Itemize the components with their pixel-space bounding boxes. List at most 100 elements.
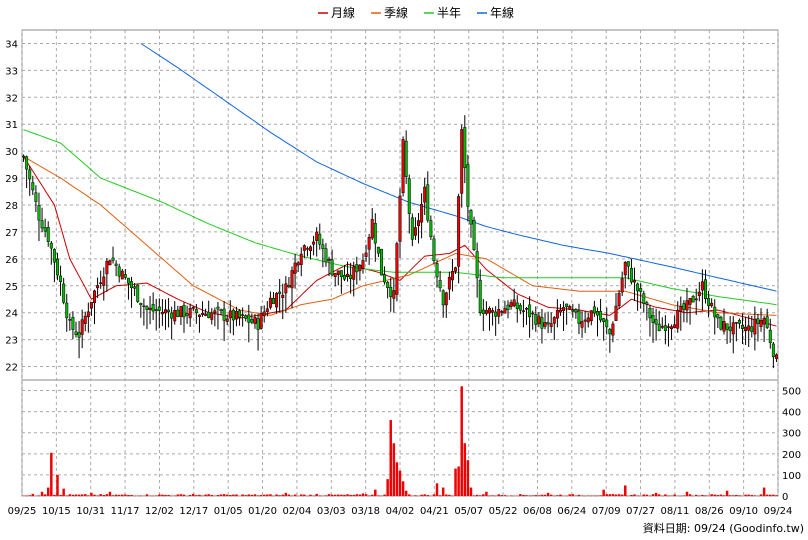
volume-bar <box>559 494 562 496</box>
volume-bar <box>577 494 581 496</box>
volume-bar <box>367 495 371 496</box>
volume-bar <box>364 494 368 496</box>
candle-body <box>534 314 538 325</box>
volume-bar <box>207 494 210 496</box>
volume-bar <box>568 494 571 496</box>
volume-bar <box>580 495 584 496</box>
volume-bar <box>253 494 257 496</box>
candle-body <box>518 305 522 311</box>
candle-body <box>355 264 359 273</box>
candle-body <box>506 304 510 310</box>
candle-body <box>660 325 664 328</box>
candle-body <box>691 295 695 303</box>
candle-body <box>503 308 507 314</box>
candle-body <box>444 292 448 306</box>
volume-bar <box>210 494 214 496</box>
candle-body <box>648 307 652 319</box>
volume-bar <box>269 494 272 496</box>
volume-bar <box>266 494 269 496</box>
x-tick-label: 09/24 <box>764 506 793 517</box>
candle-body <box>74 331 78 335</box>
candle-body <box>478 279 482 313</box>
candle-body <box>105 260 109 275</box>
volume-bar <box>232 494 235 496</box>
volume-bar <box>62 488 65 496</box>
volume-bar <box>56 474 59 496</box>
candle-body <box>441 290 445 306</box>
volume-bar <box>636 495 639 496</box>
volume-bar <box>645 494 649 496</box>
price-tick-label: 29 <box>5 174 18 185</box>
candle-body <box>111 257 115 261</box>
volume-bar <box>704 495 707 496</box>
candle-body <box>188 307 192 319</box>
volume-bar <box>534 495 538 496</box>
candle-body <box>447 276 451 290</box>
volume-bar <box>262 494 266 496</box>
price-tick-label: 30 <box>5 147 18 158</box>
candle-body <box>234 311 238 320</box>
volume-bar <box>31 493 35 496</box>
candle-body <box>716 314 720 319</box>
candle-body <box>543 322 547 327</box>
volume-bar <box>355 494 359 496</box>
volume-bar <box>40 491 44 496</box>
candle-body <box>99 282 103 284</box>
volume-bar <box>50 452 53 496</box>
candle-body <box>173 310 177 322</box>
candle-body <box>469 210 473 225</box>
volume-bar <box>765 494 769 496</box>
volume-bar <box>408 494 411 496</box>
volume-bar <box>259 495 263 496</box>
price-tick-label: 33 <box>5 66 18 77</box>
candle-body <box>583 319 587 322</box>
candle-body <box>339 270 343 278</box>
volume-bar <box>438 495 442 496</box>
candle-body <box>238 310 242 318</box>
x-tick-label: 09/10 <box>729 506 758 517</box>
volume-bar <box>488 495 491 496</box>
volume-bar <box>300 494 303 496</box>
volume-bar <box>93 494 96 496</box>
candle-body <box>626 261 630 267</box>
candle-body <box>56 258 59 276</box>
candle-body <box>540 317 544 329</box>
candle-body <box>491 310 495 313</box>
candle-body <box>423 186 427 203</box>
candles <box>22 115 778 369</box>
candle-body <box>268 297 272 308</box>
volume-bar <box>309 494 312 496</box>
volume-bar <box>633 494 636 496</box>
volume-bar <box>457 466 460 496</box>
candle-body <box>472 219 476 250</box>
price-tick-label: 26 <box>5 255 18 266</box>
candle-body <box>602 318 606 322</box>
candle-body <box>96 285 100 289</box>
candle-body <box>642 293 646 304</box>
price-tick-label: 23 <box>5 336 18 347</box>
candle-body <box>278 291 282 294</box>
volume-bar <box>287 494 291 496</box>
volume-bar <box>707 495 710 496</box>
candle-body <box>586 317 590 323</box>
volume-bar <box>145 494 149 496</box>
price-tick-label: 24 <box>5 309 18 320</box>
candle-body <box>728 326 732 332</box>
price-tick-label: 32 <box>5 93 18 104</box>
candle-body <box>614 305 618 321</box>
volume-bar <box>497 494 500 496</box>
candle-body <box>741 325 744 329</box>
volume-bar <box>491 495 494 496</box>
candle-body <box>108 260 112 266</box>
candle-body <box>287 285 291 288</box>
candle-body <box>636 283 640 292</box>
volume-bar <box>46 487 50 496</box>
candle-body <box>83 315 87 324</box>
volume-bar <box>389 420 392 496</box>
price-tick-label: 34 <box>5 39 18 50</box>
volume-bar <box>275 494 278 496</box>
candle-body <box>488 307 491 314</box>
volume-bar <box>445 494 448 496</box>
volume-bar <box>173 495 176 496</box>
volume-bar <box>343 494 346 496</box>
